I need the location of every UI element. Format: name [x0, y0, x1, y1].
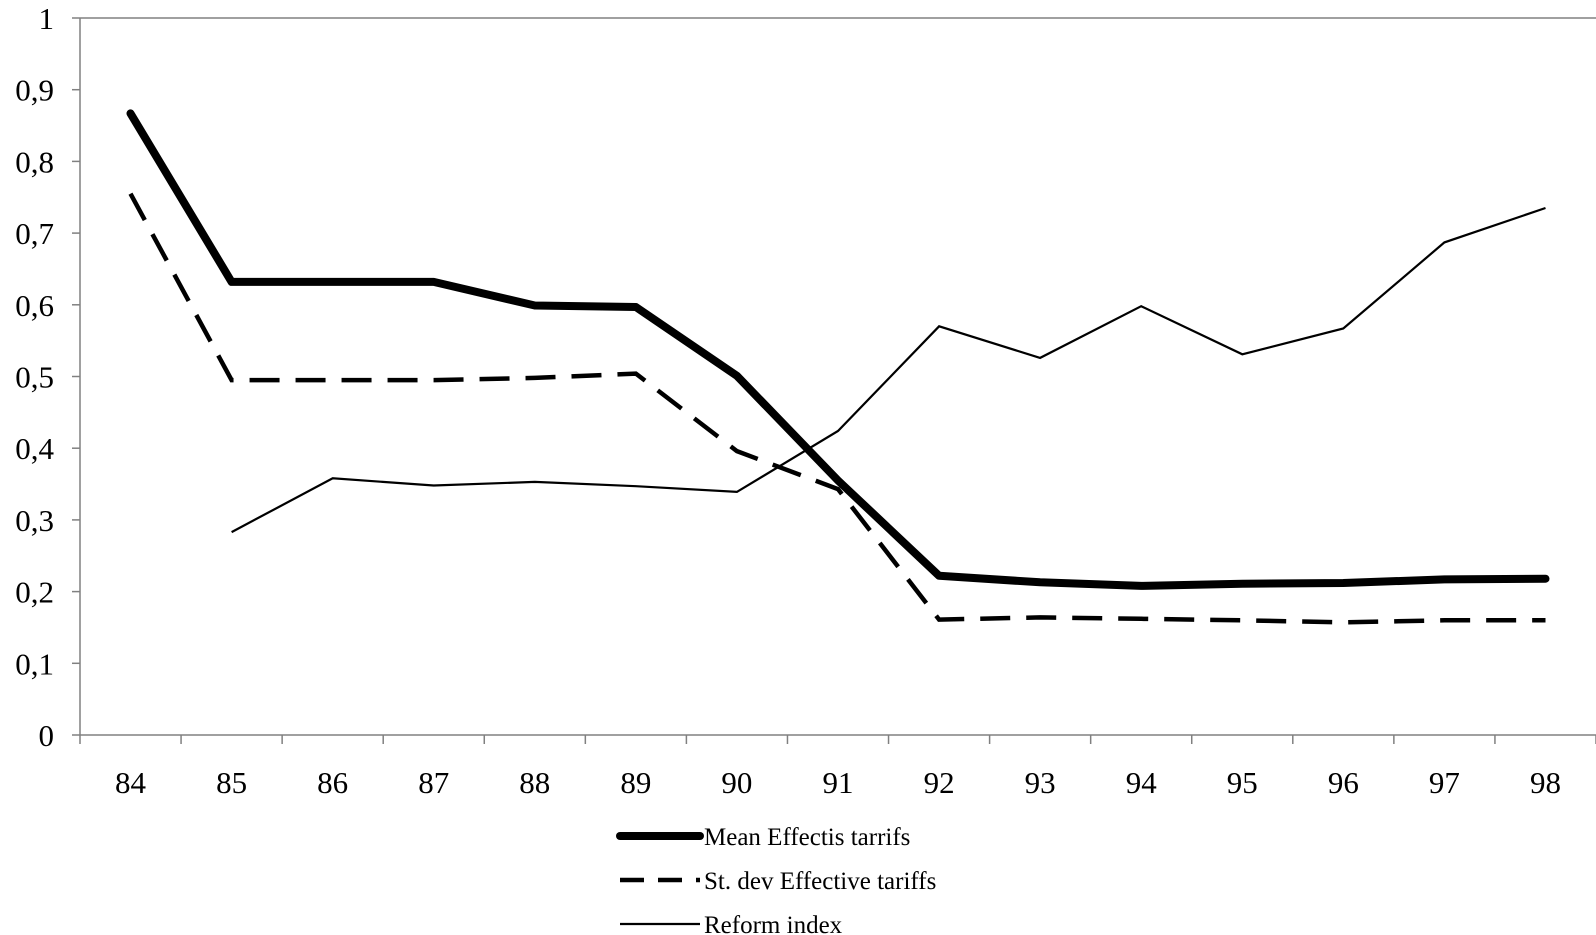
y-tick-label: 0,1	[15, 646, 54, 681]
x-tick-label: 86	[317, 765, 348, 800]
legend: Mean Effectis tarrifs St. dev Effective t…	[616, 824, 936, 935]
x-tick-label: 89	[620, 765, 651, 800]
x-tick-label: 95	[1227, 765, 1258, 800]
x-tick-label: 91	[823, 765, 854, 800]
x-tick-label: 84	[115, 765, 147, 800]
legend-label-3: Reform index	[704, 912, 843, 935]
x-tick-label: 92	[924, 765, 955, 800]
series-line-2	[128, 192, 1546, 625]
x-tick-label: 98	[1530, 765, 1561, 800]
y-tick-label: 0	[39, 718, 55, 753]
y-tick-label: 0,3	[15, 503, 54, 538]
x-tick-label: 97	[1429, 765, 1460, 800]
series-line-1	[126, 109, 1550, 590]
x-tick-label: 90	[721, 765, 752, 800]
x-tick-label: 87	[418, 765, 449, 800]
series-line-3	[231, 206, 1546, 534]
legend-label-1: Mean Effectis tarrifs	[704, 824, 910, 851]
x-tick-label: 96	[1328, 765, 1359, 800]
y-tick-label: 0,7	[15, 216, 54, 251]
y-tick-label: 1	[39, 1, 55, 36]
y-tick-label: 0,2	[15, 575, 54, 610]
y-tick-label: 0,6	[15, 288, 54, 323]
x-tick-label: 88	[519, 765, 550, 800]
y-tick-label: 0,5	[15, 360, 54, 395]
y-tick-label: 0,9	[15, 73, 54, 108]
x-tick-label: 93	[1025, 765, 1056, 800]
axes: 0 0,1 0,2 0,3 0,4 0,5 0,6 0,7 0,8 0,9 1 84 85 86 87 88 8…	[15, 1, 1596, 800]
legend-label-2: St. dev Effective tariffs	[704, 868, 936, 895]
series-lines	[126, 109, 1550, 625]
x-tick-label: 94	[1126, 765, 1158, 800]
y-tick-label: 0,8	[15, 144, 54, 179]
y-tick-label: 0,4	[15, 431, 54, 466]
x-tick-label: 85	[216, 765, 247, 800]
